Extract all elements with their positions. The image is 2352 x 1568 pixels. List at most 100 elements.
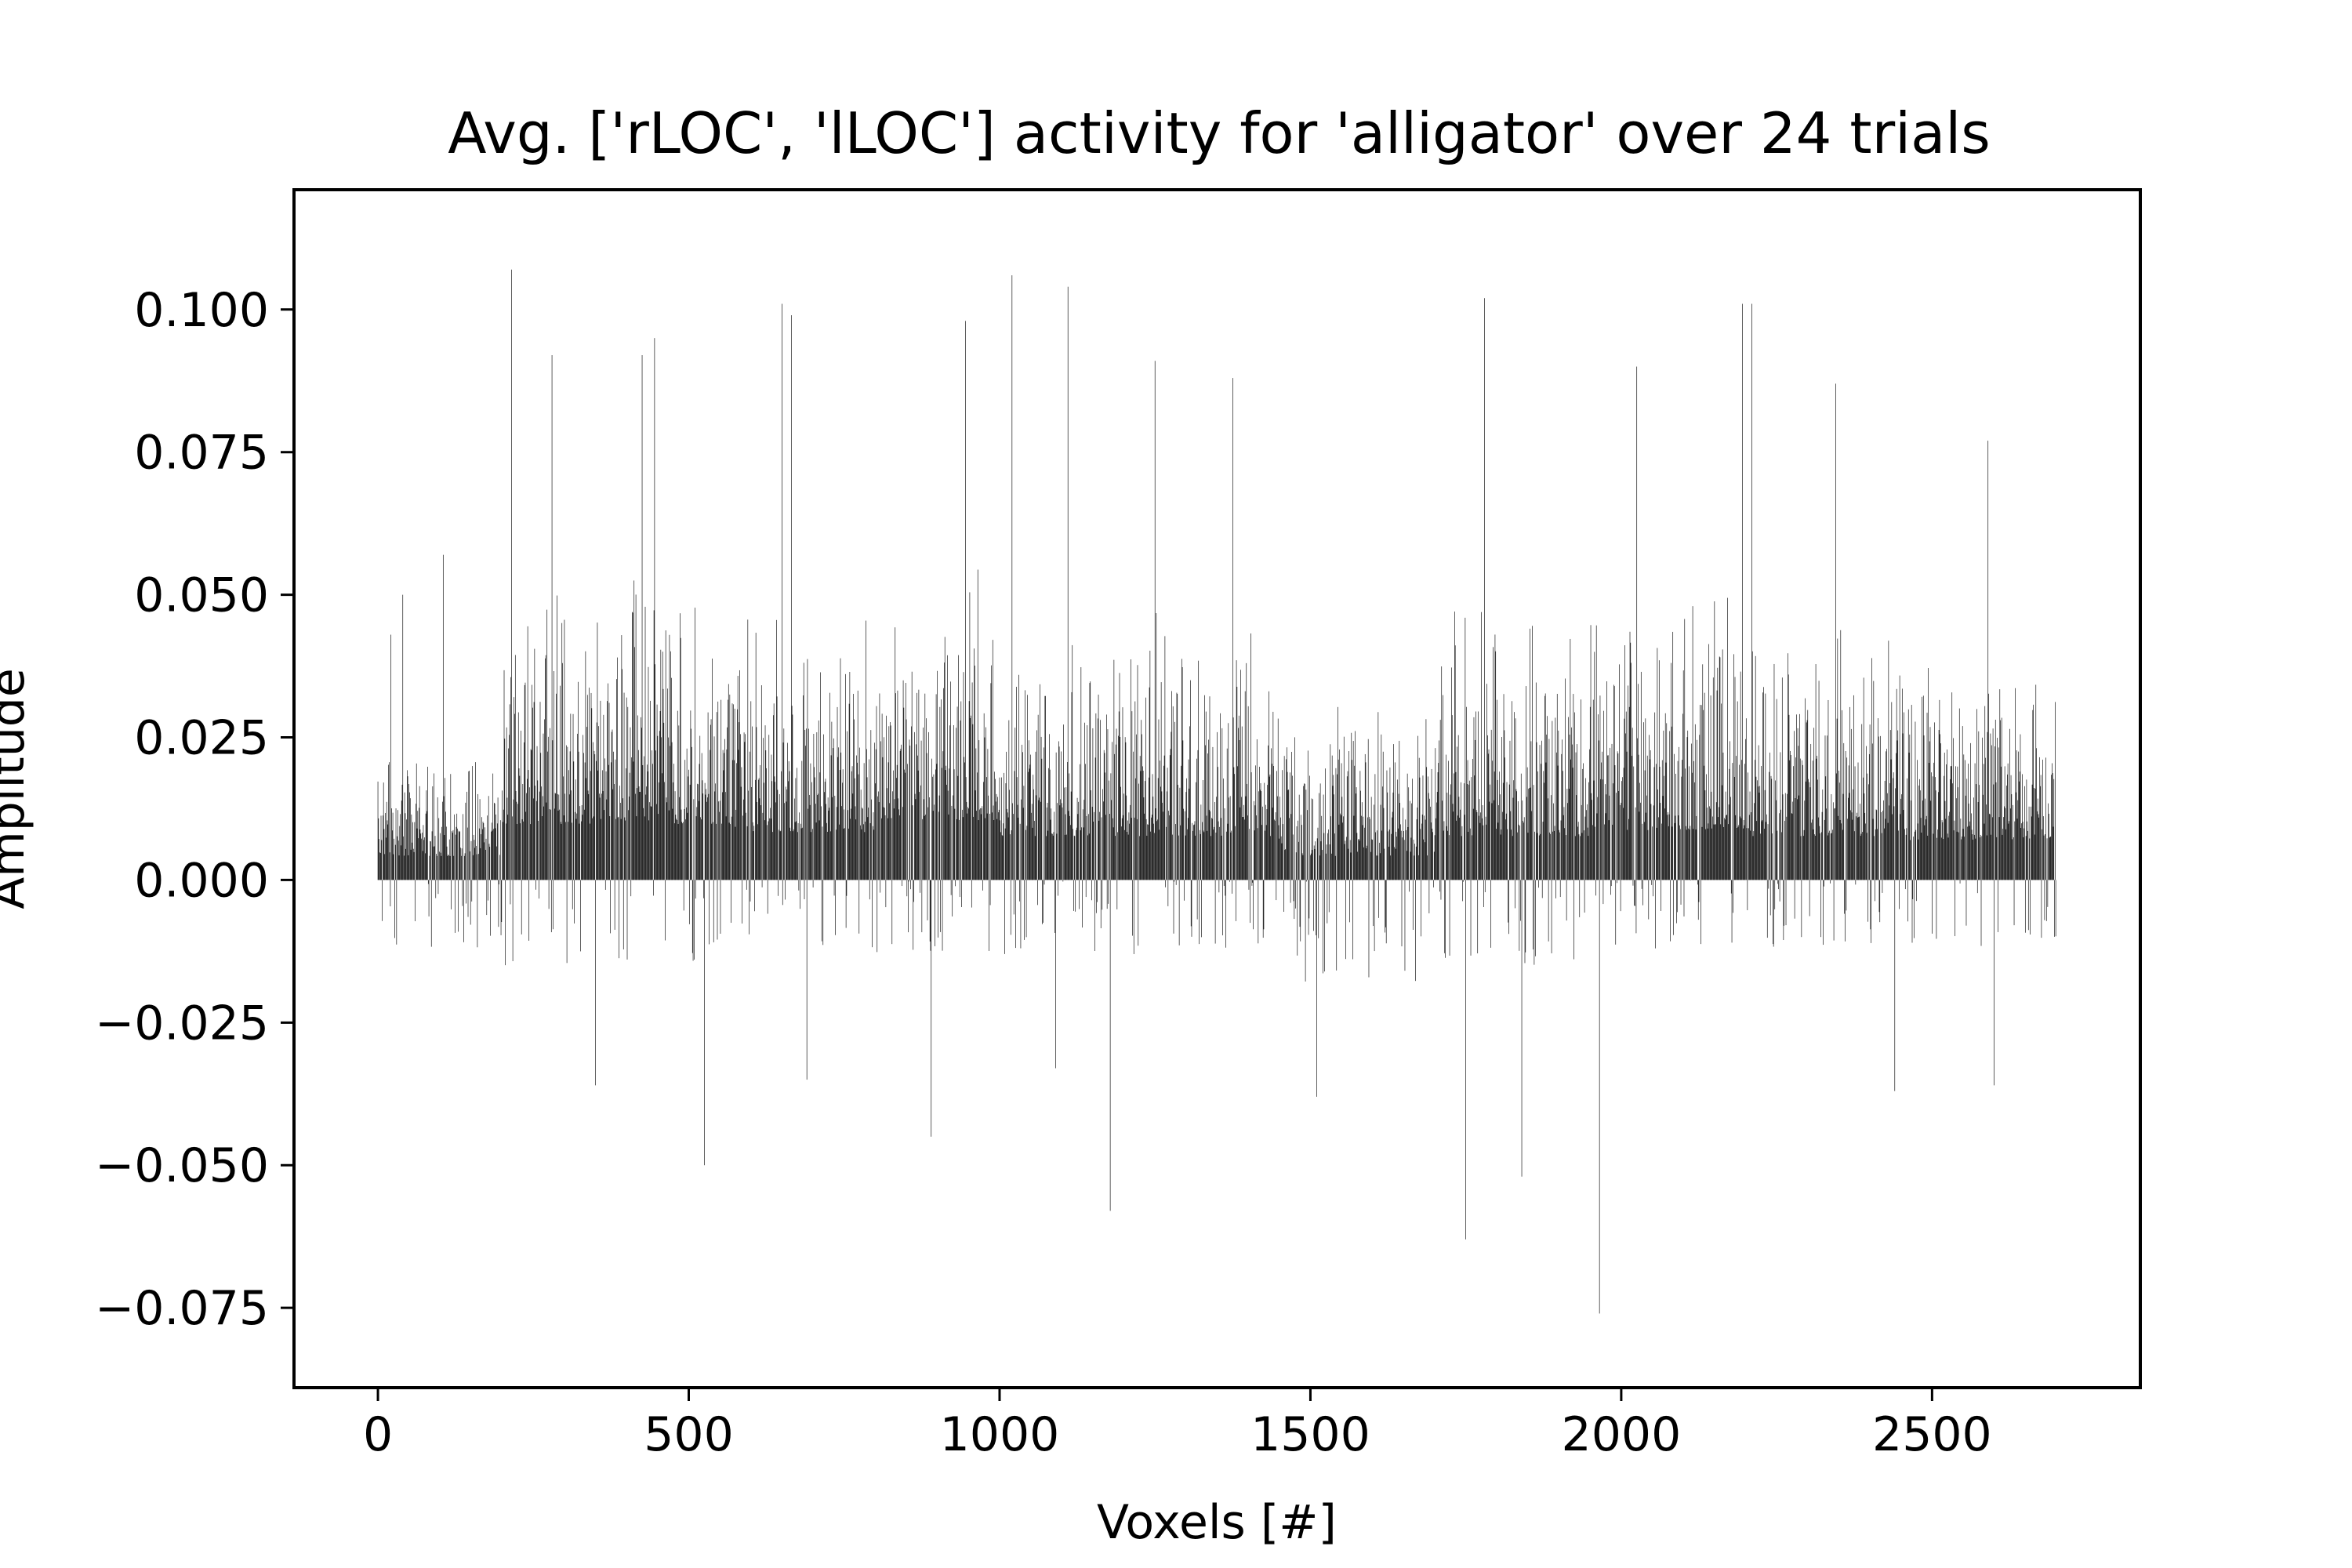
voxel-bar	[1989, 813, 1990, 880]
voxel-bar	[914, 731, 915, 880]
voxel-bar	[452, 829, 454, 880]
voxel-bar	[1898, 830, 1899, 880]
voxel-bar	[1832, 829, 1833, 880]
voxel-bar	[868, 808, 869, 880]
voxel-bar	[1738, 825, 1740, 880]
voxel-bar	[446, 846, 448, 880]
voxel-bar	[946, 784, 947, 880]
voxel-bar	[1515, 718, 1516, 880]
voxel-bar	[1306, 880, 1307, 882]
voxel-bar	[670, 677, 672, 880]
voxel-bar	[1574, 712, 1575, 880]
voxel-bar	[451, 880, 452, 909]
voxel-bar	[1353, 815, 1355, 880]
voxel-bar	[883, 807, 884, 880]
voxel-bar	[1675, 815, 1676, 880]
voxel-bar	[1245, 796, 1247, 880]
voxel-bar	[492, 830, 493, 880]
x-tick-label: 500	[644, 1407, 734, 1462]
voxel-bar	[1635, 880, 1637, 934]
voxel-bar	[771, 754, 772, 880]
voxel-bar	[1088, 833, 1090, 880]
voxel-bar	[1328, 829, 1329, 880]
voxel-bar	[1440, 880, 1442, 900]
voxel-bar	[1040, 736, 1042, 880]
voxel-bar	[1910, 840, 1911, 880]
voxel-bar	[1249, 829, 1250, 880]
voxel-bar	[1232, 378, 1233, 880]
voxel-bar	[829, 692, 830, 880]
voxel-bar	[1171, 731, 1172, 880]
voxel-bar	[853, 694, 854, 880]
voxel-bar	[727, 727, 728, 880]
voxel-bar	[2049, 837, 2050, 880]
voxel-bar	[929, 880, 931, 942]
voxel-bar	[809, 804, 811, 880]
voxel-bar	[1029, 764, 1031, 880]
voxel-bar	[1620, 804, 1621, 880]
voxel-bar	[749, 880, 750, 935]
voxel-bar	[1528, 789, 1530, 880]
voxel-bar	[670, 651, 671, 880]
voxel-bar	[1283, 880, 1284, 913]
voxel-bar	[1761, 766, 1762, 880]
voxel-bar	[944, 637, 946, 880]
voxel-bar	[848, 828, 849, 880]
voxel-bar	[1235, 826, 1236, 880]
voxel-bar	[434, 846, 435, 880]
voxel-bar	[441, 826, 443, 880]
voxel-bar	[403, 836, 404, 880]
voxel-bar	[456, 813, 458, 880]
voxel-bar	[1002, 836, 1004, 880]
voxel-bar	[1694, 724, 1696, 880]
voxel-bar	[1291, 751, 1292, 880]
voxel-bar	[1372, 840, 1374, 880]
voxel-bar	[550, 880, 552, 933]
voxel-bar	[776, 619, 777, 880]
voxel-bar	[1893, 772, 1894, 880]
voxel-bar	[420, 833, 422, 880]
voxel-bar	[1537, 833, 1538, 880]
voxel-bar	[2006, 786, 2007, 880]
voxel-bar	[1712, 816, 1713, 880]
voxel-bar	[1078, 801, 1079, 880]
voxel-bar	[1519, 880, 1520, 951]
voxel-bar	[557, 793, 558, 880]
voxel-bar	[1044, 695, 1046, 880]
voxel-bar	[2013, 880, 2015, 926]
voxel-bar	[1933, 833, 1934, 880]
voxel-bar	[426, 790, 427, 880]
voxel-bar	[1236, 686, 1238, 880]
voxel-bar	[1762, 692, 1763, 880]
voxel-bar	[989, 813, 990, 880]
voxel-bar	[929, 797, 930, 880]
voxel-bar	[604, 880, 606, 890]
voxel-bar	[2046, 838, 2048, 880]
voxel-bar	[484, 842, 485, 880]
voxel-bar	[2025, 836, 2027, 880]
voxel-bar	[1483, 825, 1484, 880]
voxel-bar	[1687, 730, 1689, 880]
voxel-bar	[572, 713, 574, 880]
voxel-bar	[1408, 787, 1410, 880]
voxel-bar	[652, 764, 653, 880]
voxel-bar	[1047, 803, 1048, 880]
voxel-bar	[1217, 731, 1218, 880]
voxel-bar	[1383, 808, 1385, 880]
voxel-bar	[554, 793, 556, 880]
voxel-bar	[1889, 730, 1891, 880]
voxel-bar	[644, 606, 646, 880]
voxel-bar	[1425, 819, 1426, 880]
voxel-bar	[1879, 880, 1881, 923]
voxel-bar	[554, 808, 555, 880]
voxel-bar	[1334, 855, 1336, 880]
voxel-bar	[1439, 720, 1441, 880]
voxel-bar	[1182, 740, 1184, 880]
voxel-bar	[1917, 760, 1918, 880]
voxel-bar	[1309, 775, 1310, 880]
voxel-bar	[806, 728, 807, 880]
voxel-bar	[678, 725, 680, 880]
voxel-bar	[1615, 880, 1617, 945]
voxel-bar	[1377, 712, 1379, 880]
voxel-bar	[459, 831, 461, 880]
